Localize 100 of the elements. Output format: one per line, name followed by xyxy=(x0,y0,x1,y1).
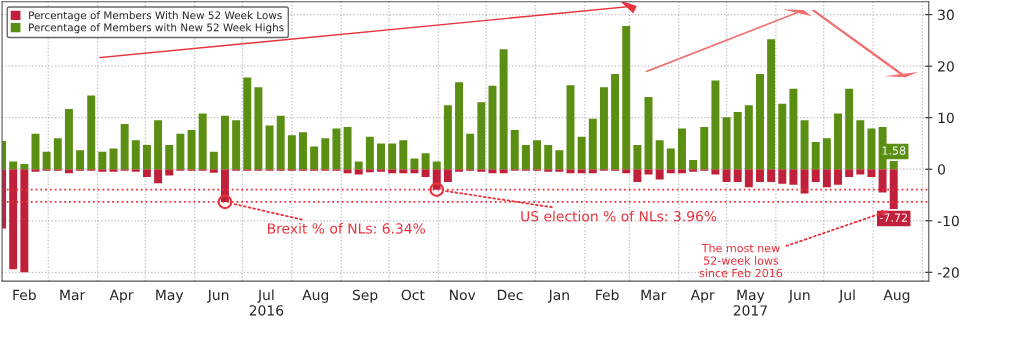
bar xyxy=(521,145,530,170)
bar xyxy=(544,145,553,170)
y-tick-label: 20 xyxy=(938,61,954,72)
bar xyxy=(220,115,229,170)
bar xyxy=(711,169,720,175)
bar xyxy=(644,169,653,175)
bar xyxy=(42,151,51,170)
y-tick-label: -20 xyxy=(937,267,959,278)
bar xyxy=(733,169,742,183)
bar xyxy=(499,169,508,174)
bar xyxy=(120,123,129,170)
bar xyxy=(756,169,764,183)
bar xyxy=(254,87,263,170)
bar xyxy=(845,169,854,177)
x-tick-label: May xyxy=(156,289,184,303)
bar xyxy=(878,169,887,193)
bar xyxy=(276,115,285,170)
bar xyxy=(377,169,385,172)
bar xyxy=(20,164,29,170)
legend-label: Percentage of Members with New 52 Week Highs xyxy=(29,23,284,34)
bar xyxy=(555,169,564,172)
x-tick-label: Jul xyxy=(838,289,855,303)
bar xyxy=(131,169,140,172)
bar xyxy=(131,140,140,170)
bar xyxy=(689,159,698,170)
bar xyxy=(856,120,865,170)
x-tick-label: Jan xyxy=(547,289,569,303)
bar xyxy=(744,105,753,170)
bar xyxy=(455,169,464,172)
bar xyxy=(142,169,151,177)
bar xyxy=(778,103,787,170)
bar xyxy=(232,120,241,170)
x-tick-label: Oct xyxy=(401,289,425,301)
bar xyxy=(800,120,809,170)
bar xyxy=(599,87,608,170)
bar xyxy=(354,161,363,170)
data-label: -7.72 xyxy=(879,213,907,222)
bar xyxy=(343,126,352,170)
bar xyxy=(666,169,675,174)
bar xyxy=(744,169,753,188)
bar xyxy=(756,73,764,170)
bar xyxy=(477,169,486,172)
y-tick-label: 10 xyxy=(938,112,954,124)
bar xyxy=(53,138,62,170)
bar xyxy=(577,169,586,174)
bar xyxy=(622,25,631,170)
bar xyxy=(711,80,720,170)
bar xyxy=(834,113,842,170)
bar xyxy=(432,161,441,170)
bar xyxy=(889,169,898,210)
bar xyxy=(243,77,252,170)
bar xyxy=(165,169,174,176)
bar xyxy=(499,49,508,170)
bar xyxy=(611,73,620,170)
bar xyxy=(655,169,664,180)
x-tick-label: Sep xyxy=(352,289,378,303)
y-tick-label: -10 xyxy=(937,215,959,227)
bar xyxy=(187,130,196,170)
bar xyxy=(622,169,631,174)
bar xyxy=(399,169,408,174)
x-tick-label: Jun xyxy=(788,289,810,303)
bar xyxy=(209,151,218,170)
bar xyxy=(365,136,374,170)
bar xyxy=(722,169,731,183)
bar xyxy=(421,153,430,170)
bar xyxy=(176,133,185,170)
bar xyxy=(677,169,686,174)
bar xyxy=(544,169,553,172)
annotation: The most new 52-week lows since Feb 2016 xyxy=(699,243,783,278)
bar xyxy=(154,169,163,184)
bar xyxy=(834,169,842,185)
bar xyxy=(856,169,865,175)
bar xyxy=(109,169,118,172)
bar xyxy=(142,145,151,170)
x-tick-label: Dec xyxy=(497,289,523,301)
bar xyxy=(332,128,341,170)
x-tick-label: Aug xyxy=(883,289,910,303)
bar xyxy=(365,169,374,173)
bar xyxy=(477,102,486,170)
bar xyxy=(64,169,73,174)
bar xyxy=(689,169,698,172)
x-tick-label: Nov xyxy=(450,289,476,301)
bar xyxy=(577,136,586,170)
bar xyxy=(377,143,385,170)
annotation: Brexit % of NLs: 6.34% xyxy=(268,222,426,234)
x-tick-label: Feb xyxy=(596,289,619,301)
x-tick-label: Aug xyxy=(302,289,329,303)
bar xyxy=(209,169,218,173)
bar xyxy=(410,158,419,170)
bar xyxy=(822,138,831,170)
bar xyxy=(700,126,709,170)
annotation: US election % of NLs: 3.96% xyxy=(521,210,717,222)
bar xyxy=(811,169,820,183)
bar xyxy=(488,85,497,170)
bar xyxy=(488,169,497,174)
bar xyxy=(722,117,731,170)
bar xyxy=(20,169,29,273)
bar xyxy=(588,118,597,170)
y-tick-label: 0 xyxy=(938,164,946,175)
x-tick-label: Apr xyxy=(690,289,715,303)
